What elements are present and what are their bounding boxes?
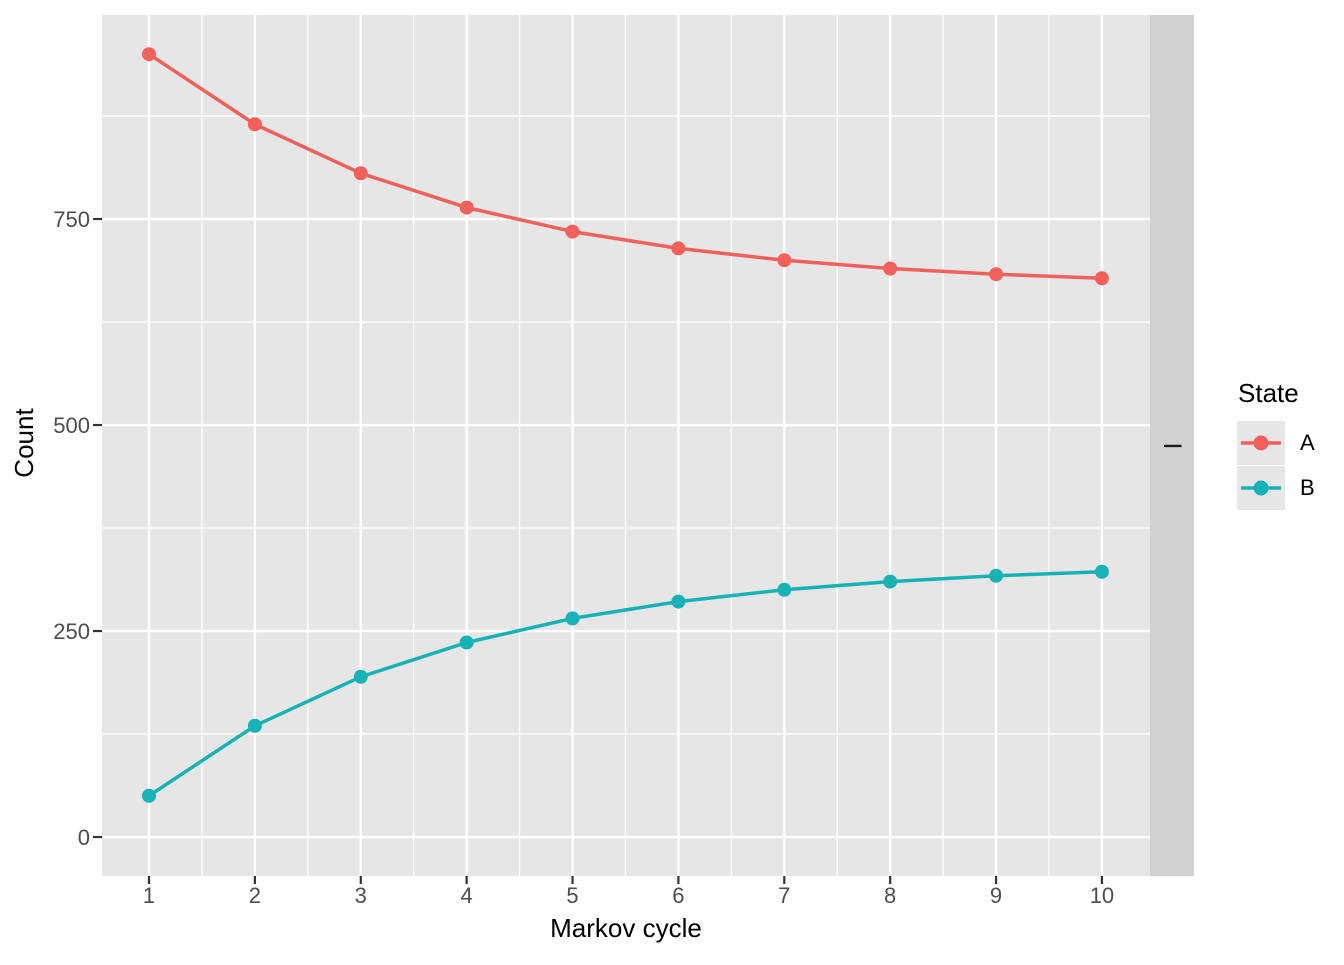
series-A-point [777, 253, 792, 268]
x-tick-label: 9 [990, 883, 1002, 908]
x-axis-title: Markov cycle [550, 913, 702, 943]
x-tick-label: 10 [1090, 883, 1114, 908]
legend-label-a: A [1300, 430, 1315, 455]
series-A-line [147, 52, 1104, 281]
x-tick-label: 5 [566, 883, 578, 908]
y-tick-label: 750 [53, 207, 90, 232]
gridlines-minor [102, 15, 1150, 876]
x-tick-label: 4 [461, 883, 473, 908]
legend: State A B [1237, 378, 1315, 510]
series-A-point [1094, 271, 1109, 286]
y-axis-title: Count [9, 408, 39, 478]
series-A-point [353, 166, 368, 181]
y-tick-label: 500 [53, 413, 90, 438]
series-B-point [565, 611, 580, 626]
series-A-point [989, 267, 1004, 282]
series-B-point [247, 718, 262, 733]
series-B-point [671, 594, 686, 609]
series-B-point [142, 788, 156, 803]
series-B-point [883, 574, 898, 589]
series-B-point [353, 669, 368, 684]
x-tick-label: 7 [778, 883, 790, 908]
series-layer [142, 47, 1109, 803]
facet-strip-label: I [1158, 443, 1186, 450]
series-A-point [142, 47, 156, 62]
axis-layer: 1 2 3 4 5 6 7 8 9 10 0 250 500 750 [53, 207, 1114, 908]
x-tick-label: 3 [355, 883, 367, 908]
series-B-point [989, 568, 1004, 583]
series-A-point [565, 224, 580, 239]
facet-strip-background [1150, 15, 1194, 876]
x-tick-label: 8 [884, 883, 896, 908]
series-A-point [459, 200, 474, 215]
series-A-point [671, 241, 686, 256]
x-tick-label: 2 [249, 883, 261, 908]
series-A-point [883, 261, 898, 276]
gridlines-major [102, 15, 1150, 876]
legend-key-point-a [1253, 435, 1269, 451]
series-B-point [1094, 564, 1109, 579]
series-B-point [777, 582, 792, 597]
series-B-point [459, 635, 474, 650]
y-tick-label: 0 [78, 825, 90, 850]
legend-label-b: B [1300, 475, 1315, 500]
series-B-line [147, 570, 1104, 798]
legend-key-point-b [1253, 480, 1269, 496]
x-tick-label: 6 [672, 883, 684, 908]
x-tick-label: 1 [143, 883, 155, 908]
legend-title: State [1238, 378, 1299, 408]
y-tick-label: 250 [53, 619, 90, 644]
series-A-point [247, 117, 262, 132]
